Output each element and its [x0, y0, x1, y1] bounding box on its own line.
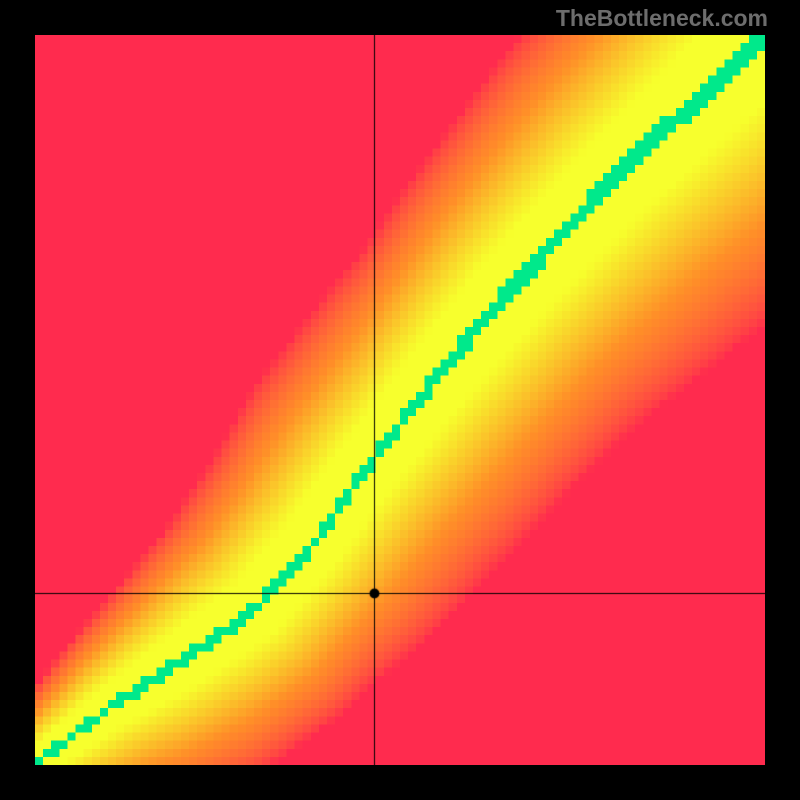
chart-container: TheBottleneck.com — [0, 0, 800, 800]
crosshair-overlay — [35, 35, 765, 765]
watermark-text: TheBottleneck.com — [556, 5, 768, 32]
